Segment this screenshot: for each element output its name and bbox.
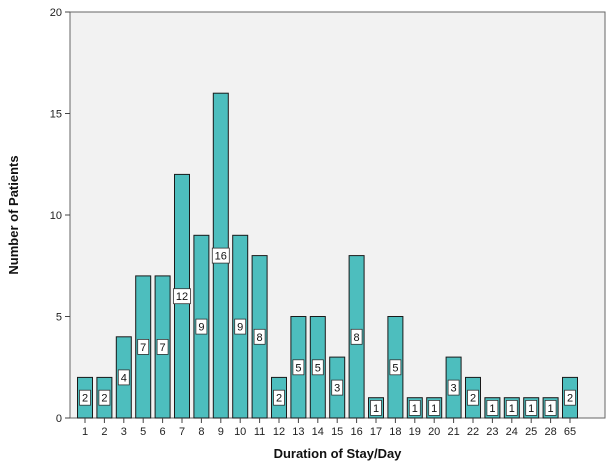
data-label-box xyxy=(98,389,111,406)
data-label-box xyxy=(525,399,538,416)
x-tick-label: 6 xyxy=(160,426,166,438)
x-tick-label: 2 xyxy=(101,426,107,438)
data-label: 1 xyxy=(412,403,418,415)
data-label: 1 xyxy=(489,403,495,415)
x-tick-label: 3 xyxy=(121,426,127,438)
x-tick-label: 18 xyxy=(389,426,401,438)
data-label-box xyxy=(195,318,208,335)
x-tick-label: 9 xyxy=(218,426,224,438)
data-label-box xyxy=(156,338,169,355)
y-tick-label: 0 xyxy=(56,413,62,425)
data-label-box xyxy=(467,389,479,406)
x-axis-title: Duration of Stay/Day xyxy=(274,446,403,461)
data-label-box xyxy=(234,318,247,335)
data-label: 7 xyxy=(160,342,166,354)
x-tick-label: 12 xyxy=(273,426,285,438)
data-label-box xyxy=(211,247,230,264)
data-label: 1 xyxy=(431,403,437,415)
x-tick-label: 21 xyxy=(447,426,459,438)
y-tick-label: 5 xyxy=(56,312,62,324)
data-label: 9 xyxy=(237,322,243,334)
x-tick-label: 10 xyxy=(234,426,246,438)
data-label: 8 xyxy=(257,332,263,344)
data-label: 2 xyxy=(82,393,88,405)
data-label: 7 xyxy=(140,342,146,354)
data-label-box xyxy=(137,338,150,355)
data-label-box xyxy=(79,389,91,406)
data-label: 5 xyxy=(392,362,398,374)
x-tick-label: 28 xyxy=(544,426,556,438)
data-label-box xyxy=(544,399,557,416)
data-label: 3 xyxy=(334,383,340,395)
data-label: 16 xyxy=(215,251,227,263)
x-tick-label: 65 xyxy=(564,426,576,438)
data-label: 5 xyxy=(315,362,321,374)
x-tick-label: 15 xyxy=(331,426,343,438)
data-label: 9 xyxy=(198,322,204,334)
x-tick-label: 5 xyxy=(140,426,146,438)
data-label-box xyxy=(505,399,518,416)
data-label-box xyxy=(428,399,441,416)
y-tick-label: 10 xyxy=(50,210,62,222)
y-axis-title: Number of Patients xyxy=(6,155,21,274)
data-label-box xyxy=(350,328,363,345)
x-tick-label: 19 xyxy=(409,426,421,438)
data-label-box xyxy=(292,359,305,376)
data-label: 2 xyxy=(567,393,573,405)
data-label: 2 xyxy=(276,393,282,405)
x-tick-label: 7 xyxy=(179,426,185,438)
data-label: 2 xyxy=(101,393,107,405)
data-label-box xyxy=(117,369,130,386)
data-label: 3 xyxy=(451,383,457,395)
data-label: 12 xyxy=(176,291,188,303)
data-label: 8 xyxy=(354,332,360,344)
x-tick-label: 20 xyxy=(428,426,440,438)
data-label: 4 xyxy=(121,372,127,384)
data-label: 1 xyxy=(509,403,515,415)
data-label-box xyxy=(408,399,421,416)
y-tick-label: 15 xyxy=(50,109,62,121)
data-label-box xyxy=(486,399,499,416)
data-label-box xyxy=(173,288,191,305)
x-tick-label: 16 xyxy=(350,426,362,438)
x-axis-ticks: 1 2 3 5 6 7 8 9 10 11 12 13 14 15 16 17 18 19 20 21 22 23 24 25… xyxy=(82,418,576,438)
data-label: 1 xyxy=(548,403,554,415)
x-tick-label: 13 xyxy=(292,426,304,438)
x-tick-label: 22 xyxy=(467,426,479,438)
data-label-box xyxy=(253,328,266,345)
data-label: 5 xyxy=(295,362,301,374)
x-tick-label: 25 xyxy=(525,426,537,438)
y-tick-label: 20 xyxy=(50,7,62,19)
data-label: 1 xyxy=(373,403,379,415)
data-label-box xyxy=(447,379,460,396)
data-label-box xyxy=(311,359,324,376)
y-axis-ticks: 0 5 10 15 20 xyxy=(50,7,70,425)
x-tick-label: 17 xyxy=(370,426,382,438)
x-tick-label: 1 xyxy=(82,426,88,438)
data-label: 1 xyxy=(528,403,534,415)
x-tick-label: 23 xyxy=(486,426,498,438)
data-label-box xyxy=(273,389,285,406)
x-tick-label: 14 xyxy=(312,426,324,438)
data-label-box xyxy=(331,379,344,396)
data-label-box xyxy=(370,399,382,416)
x-tick-label: 8 xyxy=(198,426,204,438)
data-label-box xyxy=(564,389,576,406)
data-label: 2 xyxy=(470,393,476,405)
data-label-box xyxy=(389,359,402,376)
x-tick-label: 11 xyxy=(254,426,265,438)
x-tick-label: 24 xyxy=(506,426,518,438)
